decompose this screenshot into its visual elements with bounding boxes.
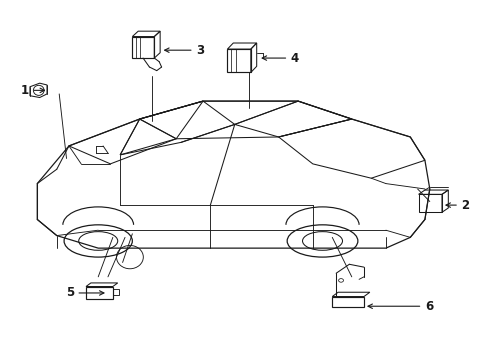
Text: 6: 6 — [424, 300, 432, 313]
Text: 1: 1 — [21, 84, 29, 97]
Text: 3: 3 — [195, 44, 203, 57]
Text: 4: 4 — [290, 51, 299, 64]
Text: 2: 2 — [461, 199, 468, 212]
Text: 5: 5 — [65, 287, 74, 300]
